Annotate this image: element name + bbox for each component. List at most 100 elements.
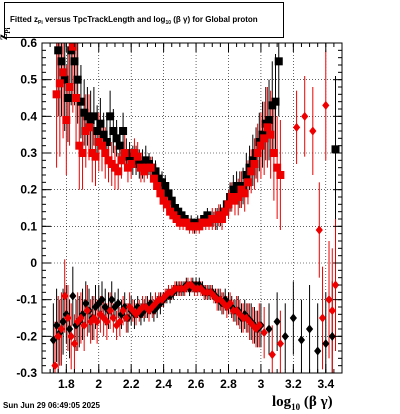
- data-point-diamond: [98, 295, 106, 305]
- data-point-square: [72, 94, 81, 102]
- data-point-diamond: [70, 339, 79, 349]
- data-point-square: [156, 189, 165, 198]
- data-point-diamond: [69, 291, 77, 301]
- data-point-square: [115, 141, 124, 150]
- y-tick-label: 0.5: [20, 73, 37, 87]
- data-point-square: [146, 163, 155, 172]
- title-part-pre: Fitted z: [10, 15, 38, 24]
- data-point-square: [133, 152, 142, 161]
- data-point-square: [260, 134, 269, 143]
- title-subscript-1: Pi: [38, 20, 43, 26]
- data-point-square: [63, 94, 72, 102]
- x-axis-label-main: log: [272, 394, 292, 410]
- data-point-diamond: [297, 335, 306, 345]
- data-point-diamond: [328, 331, 336, 341]
- data-point-diamond: [65, 324, 74, 334]
- data-point-square: [263, 123, 272, 132]
- data-point-square: [162, 200, 171, 209]
- data-point-square: [221, 207, 230, 216]
- data-point-diamond: [314, 346, 322, 356]
- data-point-diamond: [119, 306, 127, 316]
- data-point-square: [93, 127, 102, 135]
- x-axis-label-sub: 10: [291, 402, 301, 412]
- data-point-square: [276, 171, 285, 179]
- data-point-diamond: [93, 317, 101, 327]
- title-part-mid: versus TpcTrackLength and log: [42, 15, 166, 24]
- data-point-square: [54, 46, 63, 55]
- data-point-diamond: [78, 309, 87, 319]
- data-point-square: [89, 112, 98, 121]
- data-point-square: [153, 182, 162, 190]
- data-point-diamond: [61, 291, 69, 301]
- data-point-diamond: [281, 331, 289, 341]
- x-tick-label: 2.2: [123, 377, 140, 391]
- data-point-diamond: [77, 313, 85, 323]
- data-point-diamond: [226, 298, 234, 308]
- plot-frame: [41, 42, 343, 374]
- data-point-diamond: [265, 324, 273, 334]
- data-point-diamond: [252, 324, 260, 334]
- data-point-square: [57, 57, 66, 66]
- data-point-square: [151, 167, 160, 176]
- x-tick-label: 3.2: [285, 377, 302, 391]
- data-point-square: [331, 145, 340, 154]
- y-tick-label: 0.6: [20, 36, 37, 50]
- data-point-diamond: [54, 331, 62, 341]
- title-subscript-2: 10: [165, 20, 171, 26]
- data-point-diamond: [309, 126, 317, 136]
- y-axis-label-sub: Pi: [4, 27, 12, 34]
- data-point-diamond: [315, 225, 323, 235]
- data-point-square: [164, 189, 173, 198]
- data-point-diamond: [108, 295, 116, 305]
- data-point-diamond: [64, 313, 72, 323]
- data-point-square: [127, 160, 136, 168]
- data-point-square: [266, 130, 275, 139]
- data-point-square: [149, 174, 158, 183]
- data-point-square: [243, 178, 252, 187]
- data-point-square: [78, 149, 87, 157]
- data-point-diamond: [305, 324, 314, 334]
- data-point-diamond: [49, 335, 57, 345]
- data-point-square: [274, 57, 283, 66]
- x-tick-label: 2.6: [188, 377, 205, 391]
- x-tick-label: 2: [95, 377, 102, 391]
- y-tick-label: 0.1: [20, 219, 37, 233]
- data-point-diamond: [114, 298, 122, 308]
- data-point-diamond: [83, 306, 92, 316]
- data-point-square: [52, 90, 61, 99]
- data-point-diamond: [276, 339, 284, 349]
- data-point-square: [60, 75, 69, 84]
- data-point-diamond: [109, 313, 117, 323]
- data-point-square: [109, 127, 118, 135]
- data-point-square: [242, 171, 251, 179]
- data-point-square: [167, 196, 176, 205]
- data-point-square: [119, 127, 128, 135]
- data-point-square: [218, 215, 226, 223]
- data-point-square: [114, 167, 123, 176]
- data-point-diamond: [57, 324, 66, 334]
- data-point-square: [120, 149, 129, 157]
- data-point-square: [240, 189, 249, 198]
- y-tick-label: -0.1: [16, 293, 37, 307]
- x-axis-label: log10 (β γ): [272, 394, 333, 412]
- data-point-square: [269, 149, 278, 157]
- data-point-square: [224, 200, 233, 209]
- data-point-square: [76, 97, 85, 106]
- data-point-diamond: [292, 122, 301, 132]
- data-point-diamond: [325, 295, 333, 305]
- data-point-square: [106, 112, 115, 121]
- data-point-square: [99, 130, 108, 139]
- data-point-diamond: [74, 317, 82, 327]
- data-point-diamond: [52, 320, 61, 330]
- data-point-square: [75, 141, 84, 150]
- data-point-diamond: [90, 313, 98, 323]
- data-point-diamond: [249, 320, 257, 330]
- timestamp: Sun Jun 29 06:49:05 2025: [3, 401, 100, 410]
- y-tick-label: 0.2: [20, 183, 37, 197]
- y-axis-label: zPi: [0, 28, 12, 40]
- data-point-square: [59, 68, 68, 77]
- data-point-diamond: [59, 317, 67, 327]
- data-point-square: [265, 116, 274, 124]
- x-tick-label: 2.8: [220, 377, 237, 391]
